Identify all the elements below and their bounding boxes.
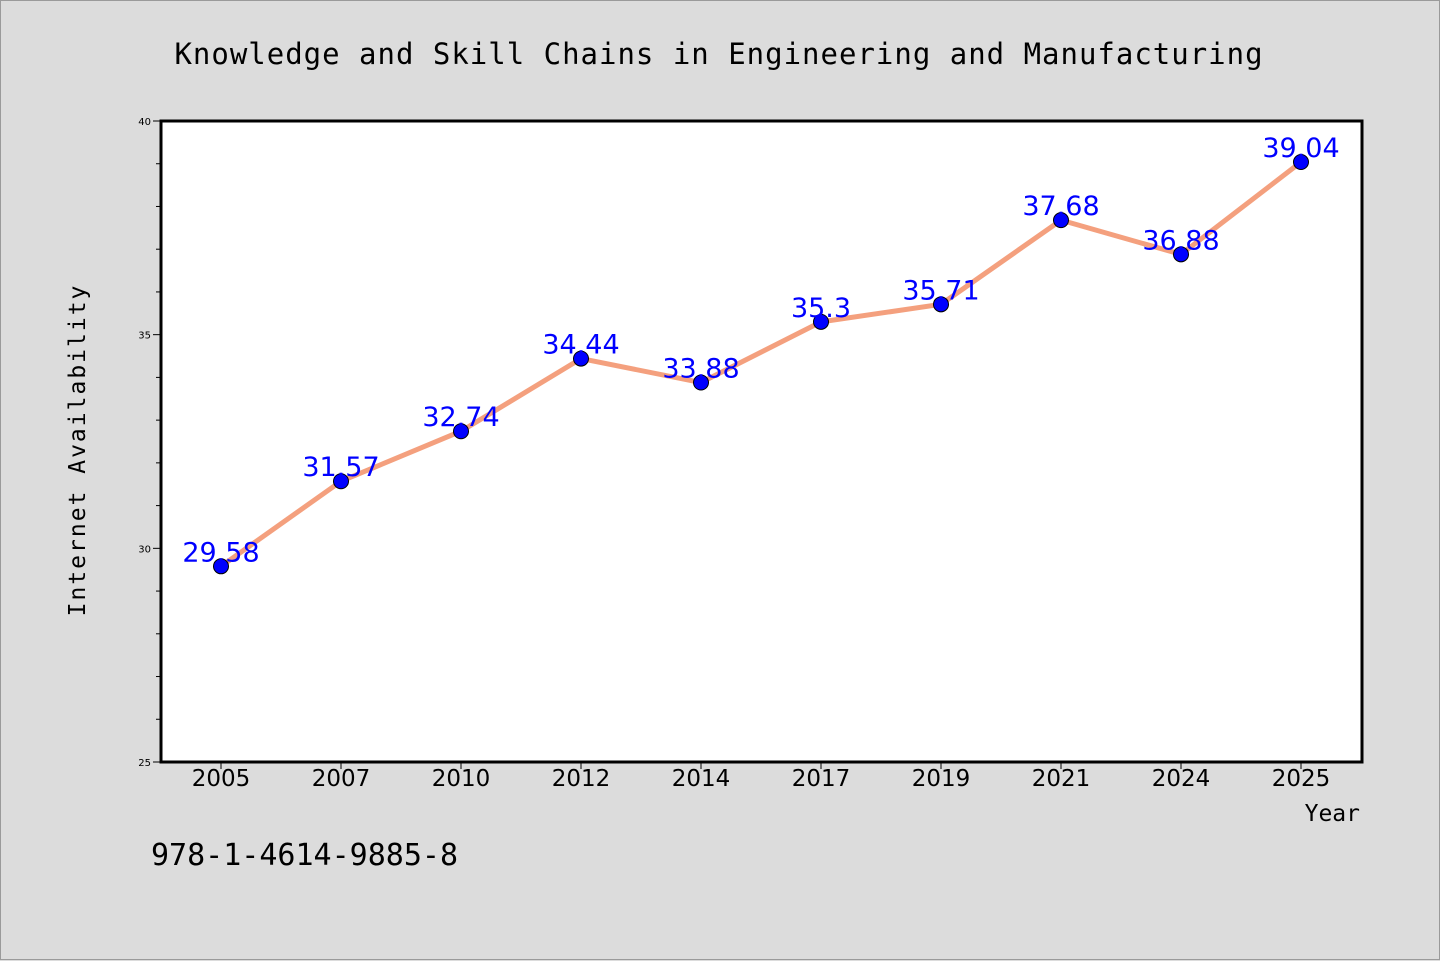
y-tick-label: 25 xyxy=(138,758,151,769)
x-tick-label: 2010 xyxy=(432,766,491,792)
series-layer: 29.58 31.57 32.74 34.44 33.88 35.3 35.71 37.68 3… xyxy=(182,133,1340,575)
x-axis: 2005 2007 2010 2012 2014 2017 2019 2021 2024 2025 xyxy=(192,762,1331,792)
data-point xyxy=(333,473,349,490)
data-label: 36.88 xyxy=(1142,225,1219,256)
data-label: 39.04 xyxy=(1262,133,1339,164)
data-point xyxy=(573,350,589,367)
x-tick-label: 2025 xyxy=(1272,766,1331,792)
x-tick-label: 2019 xyxy=(912,766,971,792)
y-axis-label: Internet Availability xyxy=(65,284,91,617)
data-point xyxy=(213,558,229,575)
data-label: 37.68 xyxy=(1022,191,1099,222)
data-point xyxy=(453,423,469,440)
y-tick-label: 30 xyxy=(138,544,151,555)
series-line xyxy=(218,159,1304,569)
y-axis: 25 30 35 40 xyxy=(138,117,161,769)
data-label: 35.3 xyxy=(791,293,851,324)
data-label: 31.57 xyxy=(302,452,379,483)
data-point xyxy=(693,374,709,391)
x-tick-label: 2024 xyxy=(1152,766,1211,792)
data-label: 33.88 xyxy=(662,354,739,385)
data-point xyxy=(813,313,829,330)
x-tick-label: 2017 xyxy=(792,766,851,792)
chart-title: Knowledge and Skill Chains in Engineerin… xyxy=(174,37,1263,71)
x-tick-label: 2005 xyxy=(192,766,251,792)
data-label: 35.71 xyxy=(902,275,979,306)
y-tick-label: 35 xyxy=(138,331,151,342)
plot-area xyxy=(161,121,1362,762)
data-point xyxy=(1293,154,1309,171)
x-tick-label: 2021 xyxy=(1032,766,1091,792)
data-label: 29.58 xyxy=(182,537,259,568)
data-point xyxy=(1173,246,1189,263)
x-tick-label: 2014 xyxy=(672,766,731,792)
data-point xyxy=(933,296,949,313)
x-tick-label: 2007 xyxy=(312,766,371,792)
x-axis-label: Year xyxy=(1305,801,1360,827)
plot-border xyxy=(159,119,1364,764)
x-tick-label: 2012 xyxy=(552,766,611,792)
y-tick-label: 40 xyxy=(138,117,151,128)
data-label: 34.44 xyxy=(542,330,619,361)
data-label: 32.74 xyxy=(422,402,499,433)
isbn-footnote: 978-1-4614-9885-8 xyxy=(151,838,458,873)
data-point xyxy=(1053,212,1069,229)
